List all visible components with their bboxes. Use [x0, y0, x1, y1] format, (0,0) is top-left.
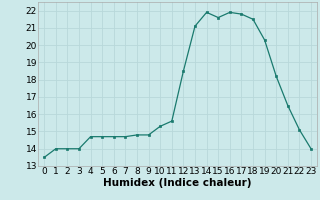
X-axis label: Humidex (Indice chaleur): Humidex (Indice chaleur): [103, 178, 252, 188]
